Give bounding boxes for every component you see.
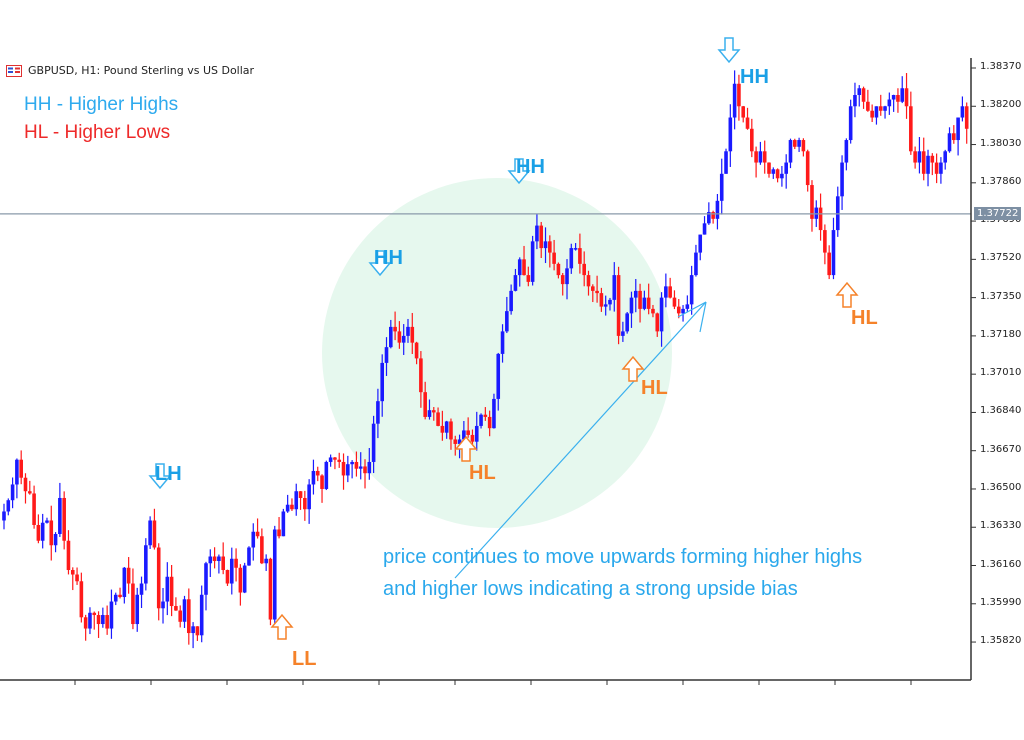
arrow-up-icon (454, 435, 478, 462)
current-price-tag: 1.37722 (974, 207, 1022, 220)
y-tick-label: 1.38030 (980, 137, 1022, 149)
y-tick-label: 1.38370 (980, 61, 1022, 72)
annotation-arrows (148, 37, 859, 640)
y-tick-label: 1.36160 (980, 558, 1022, 570)
y-tick-label: 1.37860 (980, 175, 1022, 187)
y-tick-label: 1.36330 (980, 520, 1022, 532)
note-line-2: and higher lows indicating a strong upsi… (383, 578, 798, 600)
y-axis-ticks (971, 67, 976, 643)
annotation-hl: HL (469, 462, 496, 484)
annotation-ll: LL (292, 648, 317, 670)
annotation-hh: HH (374, 247, 403, 269)
arrow-up-icon (270, 613, 294, 640)
arrow-down-icon (368, 250, 392, 277)
arrow-up-icon (835, 281, 859, 308)
chart-title-bar: GBPUSD, H1: Pound Sterling vs US Dollar (6, 64, 254, 77)
arrow-down-icon (717, 37, 741, 64)
y-tick-label: 1.37520 (980, 252, 1022, 264)
annotation-hh: HH (516, 156, 545, 178)
note-line-1: price continues to move upwards forming … (383, 546, 863, 568)
y-tick-label: 1.37010 (980, 367, 1022, 379)
legend-higher-lows: HL - Higher Lows (24, 122, 171, 143)
arrow-down-icon (507, 158, 531, 185)
y-tick-label: 1.37180 (980, 328, 1022, 340)
candlestick-chart-icon (6, 64, 22, 77)
y-tick-label: 1.36840 (980, 405, 1022, 417)
y-tick-label: 1.36670 (980, 443, 1022, 455)
annotation-hl: HL (641, 377, 668, 399)
x-axis-ticks (74, 680, 912, 685)
annotation-hh: HH (740, 66, 769, 88)
annotation-lh: LH (155, 463, 182, 485)
arrow-up-icon (621, 355, 645, 382)
y-tick-label: 1.35990 (980, 596, 1022, 608)
y-tick-label: 1.36500 (980, 481, 1022, 493)
legend-higher-highs: HH - Higher Highs (24, 94, 179, 115)
trend-arrow-icon (454, 301, 707, 579)
candlestick-series (2, 70, 969, 649)
y-tick-label: 1.37350 (980, 290, 1022, 302)
y-tick-label: 1.38200 (980, 99, 1022, 111)
y-tick-label: 1.35820 (980, 635, 1022, 647)
arrow-down-icon (148, 463, 172, 490)
chart-title: GBPUSD, H1: Pound Sterling vs US Dollar (28, 64, 255, 77)
watermark-logo (322, 178, 672, 528)
annotation-hl: HL (851, 307, 878, 329)
